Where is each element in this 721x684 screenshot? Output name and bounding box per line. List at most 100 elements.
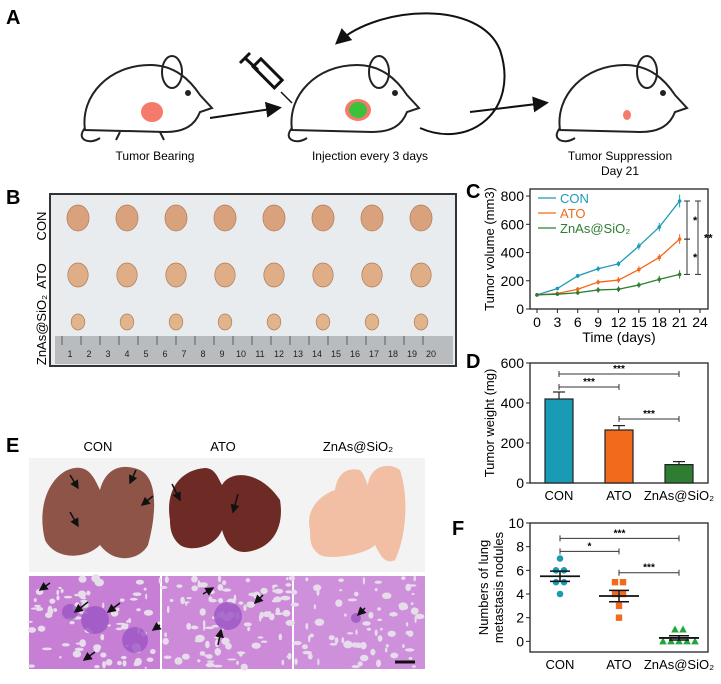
data-point — [552, 567, 560, 574]
data-point — [616, 287, 621, 292]
alveolus — [204, 626, 214, 630]
alveolus — [186, 622, 192, 630]
alveolus — [286, 577, 289, 581]
alveolus — [329, 642, 338, 646]
ruler-number: 5 — [143, 349, 148, 359]
y-tick-label: 8 — [516, 539, 524, 555]
alveolus — [56, 595, 60, 601]
alveolus — [272, 585, 275, 589]
alveolus — [116, 660, 122, 666]
alveolus — [335, 599, 343, 607]
tumor — [364, 313, 380, 331]
alveolus — [370, 648, 376, 656]
alveolus — [158, 577, 162, 584]
series-line-1 — [536, 238, 681, 296]
alveolus — [285, 619, 295, 626]
alveolus — [285, 590, 293, 594]
alveolus — [199, 608, 206, 616]
panel-label-c: C — [466, 181, 480, 203]
alveolus — [405, 583, 412, 592]
x-axis-label: Time (days) — [582, 329, 655, 345]
x-tick-label: CON — [545, 488, 574, 503]
panel-e: E CON ATO ZnAs@SiO₂ — [6, 435, 425, 671]
alveolus — [307, 634, 311, 643]
alveolus — [128, 618, 132, 624]
data-point — [657, 225, 662, 229]
bar-0 — [544, 398, 574, 484]
tumor — [262, 204, 286, 232]
alveolus — [115, 607, 120, 612]
alveolus — [414, 616, 417, 624]
tumor — [361, 262, 383, 288]
alveolus — [243, 604, 247, 612]
ruler-numbers: 1 2 3 4 5 6 7 8 9 10 11 12 13 14 15 16 17 18 19 20 — [61, 336, 436, 359]
data-point — [552, 578, 560, 586]
alveolus — [258, 613, 262, 622]
ruler-number: 19 — [407, 349, 417, 359]
alveolus — [290, 589, 298, 595]
panel-b: B 1 2 3 4 5 6 7 8 9 10 11 12 13 14 15 16 17 18 19 20 CON AT… — [6, 187, 457, 367]
alveolus — [225, 642, 232, 650]
alveolus — [238, 651, 243, 657]
alveolus — [134, 662, 140, 666]
alveolus — [362, 621, 371, 626]
panel-label-a: A — [6, 7, 20, 29]
significance-label: *** — [643, 409, 655, 420]
alveolus — [78, 575, 87, 583]
y-tick-label: 4 — [516, 586, 524, 602]
alveolus — [35, 588, 44, 595]
ruler-number: 2 — [86, 349, 91, 359]
alveolus — [33, 598, 37, 603]
alveolus — [268, 611, 272, 615]
tumor — [119, 313, 135, 331]
data-point — [637, 267, 641, 272]
alveolus — [132, 592, 142, 597]
data-point — [555, 286, 560, 291]
alveolus — [164, 632, 167, 638]
alveolus — [211, 624, 219, 628]
alveolus — [42, 647, 52, 651]
alveolus — [341, 637, 345, 644]
tumor — [165, 262, 187, 288]
alveolus — [251, 642, 261, 649]
alveolus — [374, 629, 378, 636]
x-tick-label: 6 — [574, 314, 582, 330]
alveolus — [387, 630, 396, 637]
row-label-con: CON — [34, 212, 49, 241]
ruler-number: 15 — [331, 349, 341, 359]
alveolus — [380, 627, 383, 631]
y-tick-label: 0 — [516, 301, 524, 317]
data-point — [691, 637, 699, 645]
lung-znas — [309, 465, 406, 562]
panel-label-e: E — [6, 435, 19, 457]
x-tick-label: ZnAs@SiO₂ — [644, 488, 714, 503]
panel-a: A — [6, 7, 689, 178]
alveolus — [273, 588, 284, 594]
bar-1 — [604, 429, 634, 484]
alveolus — [257, 636, 264, 639]
alveolus — [53, 608, 58, 612]
data-point — [556, 555, 564, 562]
tumor — [214, 262, 236, 288]
tumor — [115, 204, 139, 232]
tumor — [164, 204, 188, 232]
column-label-con: CON — [84, 439, 113, 454]
step-label: Injection every 3 days — [312, 149, 428, 163]
alveolus — [274, 612, 284, 615]
data-point — [616, 278, 621, 282]
alveolus — [186, 596, 192, 600]
significance-label: ** — [704, 233, 713, 245]
alveolus — [143, 587, 147, 591]
alveolus — [389, 612, 398, 617]
alveolus — [313, 584, 322, 592]
x-tick-label: ATO — [606, 488, 632, 503]
alveolus — [401, 576, 406, 581]
histology-arrows — [38, 582, 367, 661]
y-tick-label: 200 — [501, 273, 525, 289]
alveolus — [144, 666, 147, 669]
syringe-icon — [238, 51, 293, 104]
legend-label: ZnAs@SiO₂ — [560, 221, 630, 236]
alveolus — [280, 595, 291, 601]
data-point — [611, 590, 619, 598]
